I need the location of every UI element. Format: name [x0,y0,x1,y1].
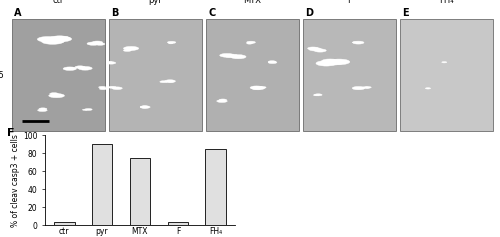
Text: MTX: MTX [244,0,262,5]
Text: A: A [14,8,22,18]
Y-axis label: % of cleav casp3 + cells: % of cleav casp3 + cells [11,134,20,227]
Text: F: F [7,128,14,138]
Circle shape [426,88,430,89]
Bar [92,144,112,225]
Text: pyr: pyr [148,0,162,5]
Circle shape [140,106,149,108]
Circle shape [220,54,234,57]
Circle shape [160,81,168,83]
Circle shape [352,42,357,43]
Circle shape [309,48,322,51]
Circle shape [316,61,336,66]
Circle shape [96,43,105,45]
Circle shape [49,36,70,41]
Circle shape [92,41,102,44]
Circle shape [246,43,252,44]
Circle shape [75,66,85,68]
Circle shape [48,94,64,98]
Circle shape [38,36,58,42]
Circle shape [84,109,92,110]
Text: A375: A375 [0,71,5,80]
Circle shape [314,94,322,96]
Circle shape [352,87,365,90]
Circle shape [250,86,263,89]
Circle shape [362,87,369,89]
Circle shape [55,94,62,96]
FancyBboxPatch shape [400,19,493,132]
Circle shape [98,86,106,88]
Text: C: C [208,8,216,18]
Circle shape [39,108,47,110]
Circle shape [164,80,175,83]
Circle shape [230,55,246,59]
Bar [168,223,188,225]
FancyBboxPatch shape [303,19,396,132]
Circle shape [124,46,138,50]
Circle shape [124,49,132,51]
Circle shape [329,60,338,62]
Circle shape [328,59,350,65]
Bar [206,149,227,225]
Circle shape [63,67,76,70]
Circle shape [326,61,337,64]
Circle shape [219,99,226,101]
FancyBboxPatch shape [206,19,299,132]
Text: FH₄: FH₄ [439,0,454,5]
Circle shape [50,36,71,42]
Circle shape [45,39,62,43]
Circle shape [224,54,238,58]
Bar [54,223,74,225]
Circle shape [42,38,64,44]
Text: B: B [112,8,118,18]
Text: D: D [306,8,314,18]
Circle shape [246,41,256,44]
Circle shape [314,94,319,96]
Circle shape [268,61,276,63]
Circle shape [323,59,344,65]
Text: F: F [347,0,352,5]
Text: E: E [402,8,409,18]
Circle shape [216,100,228,102]
Circle shape [314,49,326,52]
Circle shape [140,106,150,108]
Circle shape [128,48,135,50]
Circle shape [352,41,364,44]
Circle shape [52,40,64,43]
Circle shape [108,86,116,88]
Circle shape [442,62,447,63]
FancyBboxPatch shape [12,19,105,132]
Circle shape [38,109,47,112]
Circle shape [252,86,264,90]
Circle shape [78,66,92,70]
Circle shape [112,87,122,90]
Circle shape [87,42,100,45]
FancyBboxPatch shape [109,19,202,132]
Circle shape [100,88,107,90]
Circle shape [107,61,112,63]
Circle shape [258,87,266,88]
Circle shape [168,41,176,44]
Circle shape [82,109,87,110]
Circle shape [268,61,277,64]
Circle shape [308,47,318,50]
Circle shape [167,81,174,82]
Circle shape [365,87,371,88]
Circle shape [50,93,58,95]
Circle shape [322,59,338,64]
Circle shape [168,43,173,44]
Circle shape [68,67,76,69]
Text: ctr: ctr [53,0,64,5]
Circle shape [106,62,116,64]
Bar [130,158,150,225]
